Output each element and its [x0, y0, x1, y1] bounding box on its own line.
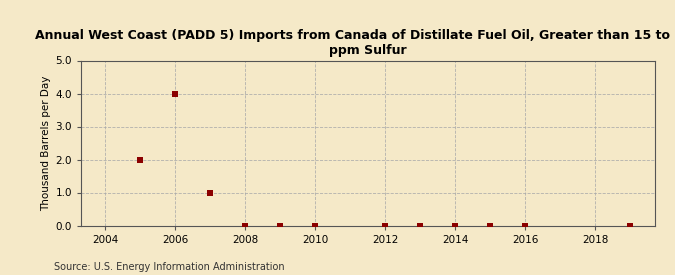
Point	[520, 223, 531, 228]
Title: Annual West Coast (PADD 5) Imports from Canada of Distillate Fuel Oil, Greater t: Annual West Coast (PADD 5) Imports from …	[35, 29, 675, 57]
Point	[450, 223, 461, 228]
Point	[415, 223, 426, 228]
Text: Source: U.S. Energy Information Administration: Source: U.S. Energy Information Administ…	[54, 262, 285, 272]
Point	[310, 223, 321, 228]
Point	[240, 223, 251, 228]
Point	[625, 223, 636, 228]
Point	[275, 223, 286, 228]
Point	[170, 91, 181, 96]
Point	[205, 190, 216, 195]
Point	[135, 157, 146, 162]
Point	[485, 223, 495, 228]
Y-axis label: Thousand Barrels per Day: Thousand Barrels per Day	[41, 75, 51, 211]
Point	[380, 223, 391, 228]
